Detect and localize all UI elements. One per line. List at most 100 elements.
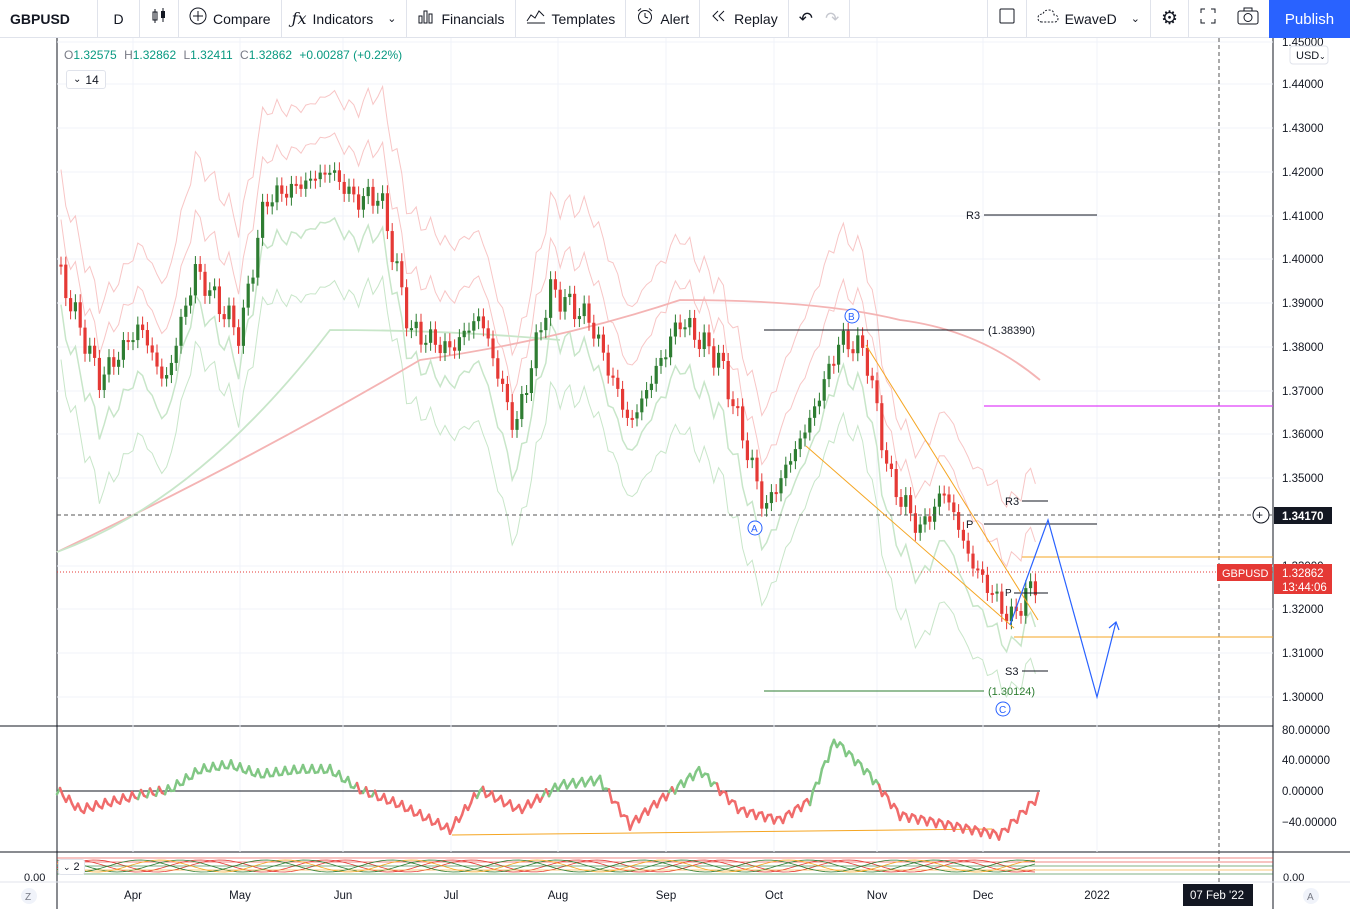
time-axis-label: Nov: [867, 890, 888, 902]
chart-type-button[interactable]: [140, 0, 179, 38]
oscillator-segment: [916, 814, 923, 825]
fullscreen-toggle-button[interactable]: [986, 0, 1026, 38]
templates-button[interactable]: Templates: [516, 0, 627, 38]
price-axis-label: 1.38000: [1282, 342, 1324, 354]
candle-body: [217, 286, 221, 315]
financials-button[interactable]: Financials: [407, 0, 516, 38]
candle-body: [736, 406, 740, 409]
indicators-button[interactable]: ƒx Indicators ⌄: [282, 0, 408, 38]
snapshot-button[interactable]: [1227, 0, 1269, 38]
candle-body: [774, 492, 778, 495]
layout-name-label: EwaveD: [1064, 10, 1117, 27]
candle-body: [285, 193, 289, 198]
candle-body: [529, 368, 533, 393]
alert-button[interactable]: Alert: [626, 0, 701, 38]
candle-body: [693, 317, 697, 340]
candle-body: [630, 417, 634, 420]
time-axis-label: Jul: [444, 890, 459, 902]
candle-body: [534, 332, 538, 369]
osc-trendline: [451, 828, 993, 836]
candle-body: [361, 196, 365, 210]
ma-indicator-legend[interactable]: ⌄ 14: [66, 70, 106, 89]
rewind-icon: [710, 7, 728, 30]
oscillator-segment: [364, 786, 371, 798]
chart-area[interactable]: R3 (1.38390) R3 P P S3 (1.30124) A B C 1…: [0, 37, 1350, 909]
candle-body: [909, 495, 913, 514]
oscillator-segment: [733, 800, 740, 815]
candlestick-icon: [150, 7, 168, 30]
cloud-icon: [1037, 8, 1059, 29]
zoom-reset-button[interactable]: Z: [21, 888, 37, 904]
symbol-search-button[interactable]: GBPUSD: [0, 0, 98, 38]
drawings-layer: R3 (1.38390) R3 P P S3 (1.30124) A B C: [57, 38, 1273, 882]
chart-canvas[interactable]: R3 (1.38390) R3 P P S3 (1.30124) A B C 1…: [0, 37, 1350, 909]
redo-button[interactable]: ↷: [823, 0, 851, 38]
undo-button[interactable]: ↶: [789, 0, 823, 38]
candle-body: [246, 283, 250, 308]
square-icon: [998, 7, 1016, 30]
candle-body: [1029, 581, 1033, 589]
oscillator-segment: [859, 762, 866, 776]
change-value: +0.00287 (+0.22%): [299, 48, 403, 62]
sub-indicator-legend[interactable]: ⌄ 2: [58, 859, 85, 875]
candle-body: [621, 388, 625, 410]
candle-body: [808, 417, 812, 433]
alarm-clock-icon: [636, 7, 654, 30]
oscillator-segment: [925, 816, 932, 827]
currency-button[interactable]: USD ⌄: [1289, 45, 1329, 65]
candle-body: [784, 464, 788, 479]
candle-body: [1005, 613, 1009, 622]
candle-body: [232, 305, 236, 328]
candle-body: [861, 335, 865, 348]
indicators-label: Indicators: [312, 10, 374, 27]
candle-body: [409, 328, 413, 331]
price-axis-label: 1.30000: [1282, 692, 1324, 704]
candle-body: [899, 497, 903, 507]
candle-body: [913, 513, 917, 533]
chevron-down-icon[interactable]: ⌄: [73, 74, 82, 85]
price-axis-label: 1.32000: [1282, 604, 1324, 616]
candle-body: [813, 406, 817, 418]
candle-body: [837, 344, 841, 365]
candle-body: [309, 178, 313, 181]
oscillator-segment: [724, 791, 731, 806]
add-alert-icon[interactable]: [1252, 506, 1270, 524]
candle-body: [97, 357, 101, 391]
oscillator-segment: [616, 801, 623, 818]
oscillator-axis: 80.00000 40.00000 0.00000 −40.00000: [1282, 725, 1337, 829]
settings-button[interactable]: ⚙: [1151, 0, 1189, 38]
price-axis[interactable]: 1.450001.440001.430001.420001.410001.400…: [1282, 37, 1324, 704]
candle-body: [745, 440, 749, 461]
interval-button[interactable]: D: [98, 0, 140, 38]
candle-body: [765, 503, 769, 509]
candle-body: [942, 493, 946, 496]
candle-body: [304, 180, 308, 189]
compare-button[interactable]: Compare: [179, 0, 282, 38]
oscillator-segment: [682, 777, 689, 789]
oscillator-segment: [886, 795, 893, 810]
oscillator-segment: [328, 763, 335, 777]
replay-button[interactable]: Replay: [700, 0, 789, 38]
chevron-down-icon[interactable]: ⌄: [63, 861, 71, 872]
crosshair-price-tag: + 1.34170: [1252, 506, 1332, 524]
time-axis[interactable]: Apr May Jun Jul Aug Sep Oct Nov Dec 2022: [124, 890, 1110, 902]
candle-body: [832, 363, 836, 366]
candle-body: [525, 392, 529, 395]
time-cursor-label: 07 Feb '22: [1190, 890, 1244, 902]
candle-body: [568, 293, 572, 298]
oscillator-segment: [628, 820, 635, 831]
candle-body: [885, 450, 889, 464]
plus-circle-icon: [189, 7, 207, 30]
fullscreen-button[interactable]: [1189, 0, 1227, 38]
layout-name-button[interactable]: EwaveD ⌄: [1025, 0, 1151, 38]
bar-chart-icon: [417, 7, 435, 30]
last-price-value: 1.32862: [1282, 568, 1324, 580]
price-axis-label: 1.35000: [1282, 473, 1324, 485]
publish-button[interactable]: Publish: [1269, 0, 1350, 38]
chevron-down-icon[interactable]: ⌄: [387, 13, 397, 25]
candle-body: [366, 186, 370, 197]
candle-body: [654, 365, 658, 384]
auto-scale-button[interactable]: A: [1303, 888, 1319, 904]
candle-body: [803, 432, 807, 439]
candle-body: [606, 352, 610, 376]
